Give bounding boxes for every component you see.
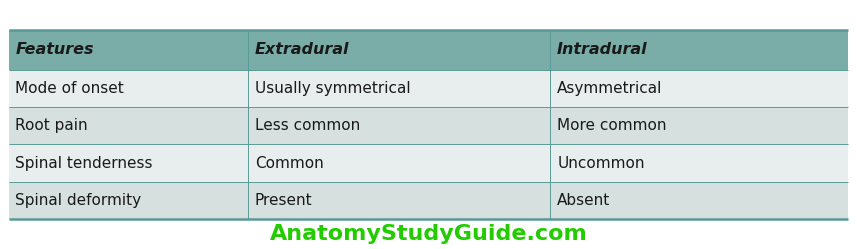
Text: Spinal deformity: Spinal deformity	[15, 193, 141, 208]
Text: Absent: Absent	[557, 193, 610, 208]
Text: Spinal tenderness: Spinal tenderness	[15, 156, 153, 171]
Text: Intradural: Intradural	[557, 42, 648, 57]
Bar	[248, 70, 550, 107]
Text: Features: Features	[15, 42, 94, 57]
Bar	[550, 182, 848, 219]
Text: Uncommon: Uncommon	[557, 156, 644, 171]
Text: Extradural: Extradural	[255, 42, 350, 57]
Text: Mode of onset: Mode of onset	[15, 81, 124, 96]
Text: Asymmetrical: Asymmetrical	[557, 81, 662, 96]
Bar	[248, 107, 550, 144]
Bar	[550, 144, 848, 182]
Bar	[550, 70, 848, 107]
Text: Root pain: Root pain	[15, 118, 88, 133]
Text: Common: Common	[255, 156, 324, 171]
Text: Present: Present	[255, 193, 313, 208]
Bar	[248, 144, 550, 182]
Bar	[550, 30, 848, 70]
Text: More common: More common	[557, 118, 667, 133]
Bar	[248, 30, 550, 70]
Bar	[9, 144, 248, 182]
Bar	[248, 182, 550, 219]
Text: Less common: Less common	[255, 118, 360, 133]
Bar	[9, 70, 248, 107]
Text: AnatomyStudyGuide.com: AnatomyStudyGuide.com	[270, 224, 587, 244]
Bar	[9, 182, 248, 219]
Text: Usually symmetrical: Usually symmetrical	[255, 81, 411, 96]
Bar	[9, 30, 248, 70]
Bar	[550, 107, 848, 144]
Bar	[9, 107, 248, 144]
